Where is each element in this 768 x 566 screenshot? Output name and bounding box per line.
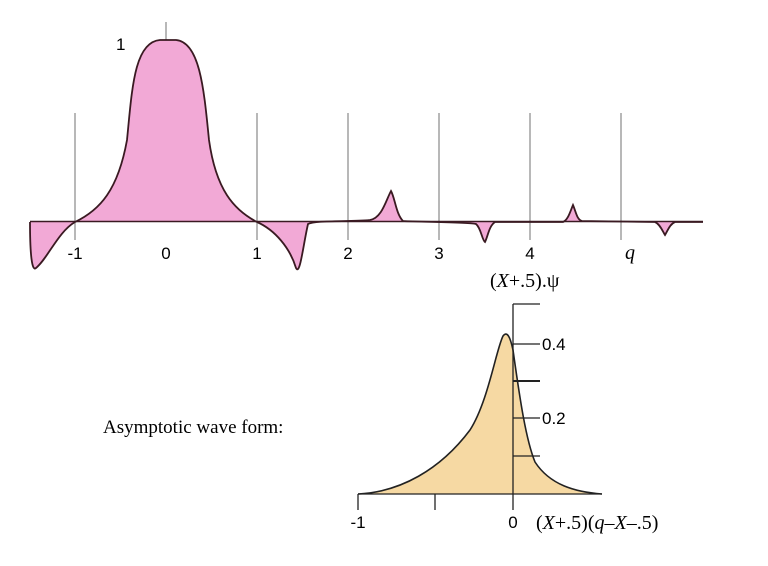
bottom-plot: (X+.5).ψ 0.4 0.2 -1 0 (X+.5)(q–X–.5) — [350, 270, 658, 534]
top-plot: 1 -1 0 1 2 3 4 q — [29, 22, 703, 271]
axis-var-q: q — [625, 242, 635, 264]
wave-outline — [29, 39, 703, 271]
y-tick-label-04: 0.4 — [542, 335, 566, 354]
x-tick-label-0: 0 — [508, 513, 517, 532]
peak-label: 1 — [116, 35, 125, 54]
tick-label-3: 3 — [434, 244, 443, 263]
tick-label-4: 4 — [525, 244, 534, 263]
y-axis-title: (X+.5).ψ — [490, 270, 560, 292]
tick-label-0: 0 — [161, 244, 170, 263]
tick-label-1: 1 — [252, 244, 261, 263]
caption-label: Asymptotic wave form: — [103, 417, 283, 438]
tick-label-minus1: -1 — [67, 244, 82, 263]
wave-fill — [30, 40, 703, 270]
x-tick-label-minus1: -1 — [350, 513, 365, 532]
asymptotic-outline — [357, 333, 603, 495]
asymptotic-fill — [358, 334, 602, 494]
y-tick-label-02: 0.2 — [542, 409, 566, 428]
x-axis-title: (X+.5)(q–X–.5) — [536, 512, 658, 534]
tick-label-2: 2 — [343, 244, 352, 263]
